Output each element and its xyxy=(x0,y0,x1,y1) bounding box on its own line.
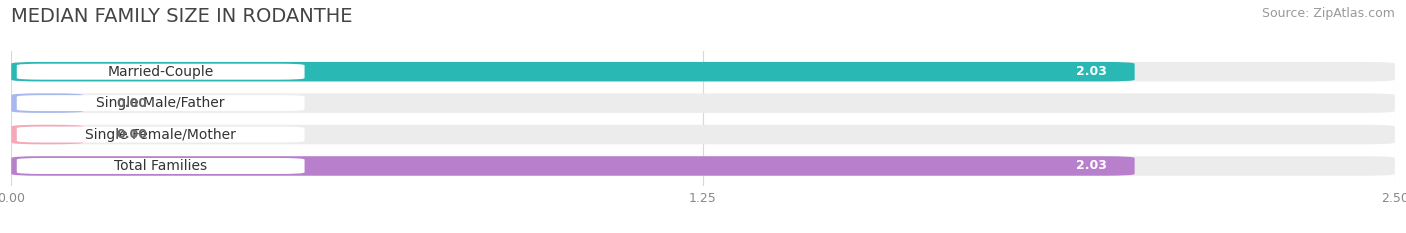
FancyBboxPatch shape xyxy=(11,125,83,144)
FancyBboxPatch shape xyxy=(11,62,1135,81)
Text: Married-Couple: Married-Couple xyxy=(107,65,214,79)
FancyBboxPatch shape xyxy=(11,125,1395,144)
Text: 0.00: 0.00 xyxy=(117,128,148,141)
Text: Single Male/Father: Single Male/Father xyxy=(97,96,225,110)
Text: Single Female/Mother: Single Female/Mother xyxy=(86,127,236,141)
Text: 2.03: 2.03 xyxy=(1076,65,1107,78)
FancyBboxPatch shape xyxy=(11,62,1395,81)
Text: 0.00: 0.00 xyxy=(117,97,148,110)
Text: MEDIAN FAMILY SIZE IN RODANTHE: MEDIAN FAMILY SIZE IN RODANTHE xyxy=(11,7,353,26)
Text: Source: ZipAtlas.com: Source: ZipAtlas.com xyxy=(1261,7,1395,20)
FancyBboxPatch shape xyxy=(11,93,83,113)
FancyBboxPatch shape xyxy=(17,127,305,143)
FancyBboxPatch shape xyxy=(11,93,1395,113)
Text: 2.03: 2.03 xyxy=(1076,159,1107,172)
Text: Total Families: Total Families xyxy=(114,159,207,173)
FancyBboxPatch shape xyxy=(17,64,305,80)
FancyBboxPatch shape xyxy=(11,156,1395,176)
FancyBboxPatch shape xyxy=(17,158,305,174)
FancyBboxPatch shape xyxy=(17,95,305,111)
FancyBboxPatch shape xyxy=(11,156,1135,176)
